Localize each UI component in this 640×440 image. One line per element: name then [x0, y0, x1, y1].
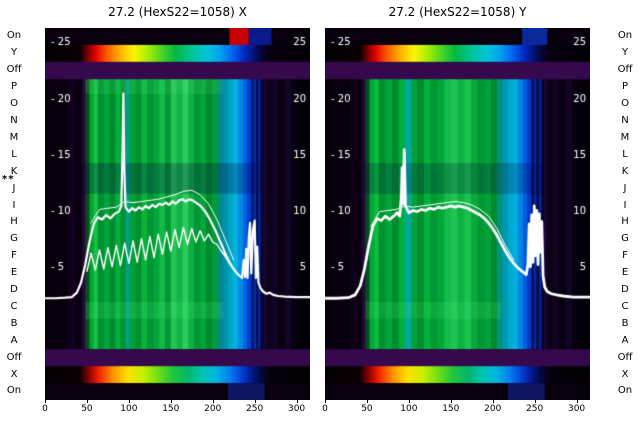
row-label-m: M — [620, 131, 630, 143]
row-label-l: L — [622, 148, 628, 160]
row-label-on: On — [617, 30, 633, 42]
x-tick-label: 100 — [400, 404, 418, 414]
row-label-h: H — [10, 216, 18, 228]
row-label-i: I — [623, 199, 627, 211]
x-tick-mark — [170, 400, 172, 403]
x-tick-mark — [408, 400, 410, 403]
x-tick-mark — [325, 400, 326, 403]
x-tick-label: 200 — [484, 404, 502, 414]
x-tick-mark — [296, 400, 298, 403]
row-labels-left: On Y Off P O N M L K J I H G F E D C B A Off X On — [0, 28, 28, 400]
row-labels-right: On Y Off P O N M L K J I H G F E D C B A Off X On — [610, 28, 640, 400]
row-label-x: X — [621, 368, 629, 380]
row-label-a: A — [10, 334, 18, 346]
x-tick-label: 100 — [120, 404, 138, 414]
row-label-o: O — [621, 98, 629, 110]
row-label-off: Off — [617, 351, 633, 363]
row-label-n: N — [621, 114, 629, 126]
x-tick-mark — [212, 400, 214, 403]
x-tick-label: 0 — [42, 404, 48, 414]
row-label-f: F — [11, 250, 17, 262]
row-label-l: L — [11, 148, 17, 160]
x-tick-label: 0 — [322, 404, 328, 414]
row-label-x: X — [10, 368, 18, 380]
row-label-a: A — [621, 334, 629, 346]
row-label-off: Off — [617, 64, 633, 76]
x-axis-right: 0 50 100 150 200 250 300 — [322, 400, 590, 418]
row-label-k: K — [621, 165, 629, 177]
row-label-h: H — [621, 216, 629, 228]
x-tick-label: 150 — [442, 404, 460, 414]
row-label-j: J — [623, 182, 627, 194]
row-label-d: D — [10, 284, 18, 296]
x-tick-mark — [576, 400, 578, 403]
x-tick-mark — [366, 400, 368, 403]
row-label-p: P — [10, 81, 18, 93]
x-tick-mark — [492, 400, 494, 403]
x-tick-label: 50 — [361, 404, 373, 414]
row-label-b: B — [10, 317, 18, 329]
row-label-j: J — [12, 182, 16, 194]
x-tick-label: 150 — [162, 404, 180, 414]
x-tick-label: 300 — [567, 404, 586, 414]
x-tick-mark — [86, 400, 88, 403]
row-label-o: O — [10, 98, 18, 110]
x-tick-label: 200 — [204, 404, 222, 414]
row-label-d: D — [621, 284, 629, 296]
row-label-n: N — [10, 114, 18, 126]
x-axis-left: 0 50 100 150 200 250 300 — [42, 400, 310, 418]
row-label-g: G — [621, 233, 629, 245]
row-label-m: M — [9, 131, 19, 143]
row-label-y: Y — [621, 47, 629, 59]
x-tick-mark — [450, 400, 452, 403]
row-label-e: E — [621, 267, 629, 279]
heatmap-canvas-x — [45, 28, 310, 400]
row-label-c: C — [10, 300, 18, 312]
panel-title-x: 27.2 (HexS22=1058) X — [108, 5, 247, 19]
x-tick-mark — [534, 400, 536, 403]
x-tick-mark — [45, 400, 46, 403]
row-label-k: K — [10, 165, 18, 177]
row-label-f: F — [622, 250, 628, 262]
row-label-on: On — [6, 30, 22, 42]
panel-title-y: 27.2 (HexS22=1058) Y — [388, 5, 527, 19]
x-tick-label: 250 — [246, 404, 264, 414]
x-tick-label: 50 — [81, 404, 93, 414]
row-label-g: G — [10, 233, 18, 245]
row-label-i: I — [12, 199, 16, 211]
row-label-b: B — [621, 317, 629, 329]
row-label-off: Off — [6, 64, 22, 76]
row-label-on: On — [6, 385, 22, 397]
row-label-e: E — [10, 267, 18, 279]
row-label-on: On — [617, 385, 633, 397]
x-tick-mark — [128, 400, 130, 403]
heatmap-canvas-y — [325, 28, 590, 400]
row-marker-asterisks: ** — [2, 174, 15, 186]
x-tick-mark — [254, 400, 256, 403]
x-tick-label: 300 — [287, 404, 306, 414]
x-tick-label: 250 — [526, 404, 544, 414]
row-label-c: C — [621, 300, 629, 312]
row-label-y: Y — [10, 47, 18, 59]
row-label-p: P — [621, 81, 629, 93]
row-label-off: Off — [6, 351, 22, 363]
